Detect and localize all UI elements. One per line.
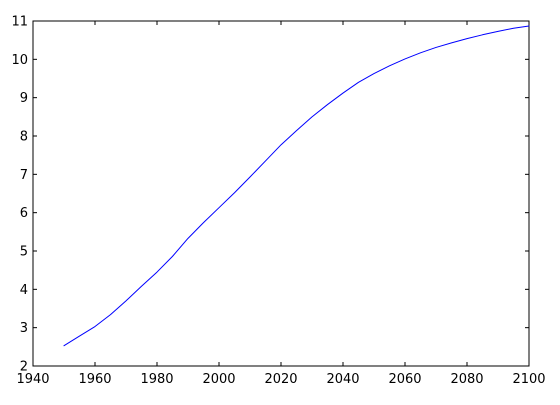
- y-tick-label-11: 11: [11, 15, 28, 30]
- y-tick-label-9: 9: [20, 91, 28, 106]
- series-layer: [63, 25, 530, 347]
- x-tick-label-1940: 1940: [16, 372, 49, 387]
- y-tick-label-5: 5: [20, 245, 28, 260]
- x-tick-label-1980: 1980: [140, 372, 173, 387]
- series-line-1: [63, 25, 530, 347]
- plot-frame: [32, 20, 530, 367]
- y-tick-label-2: 2: [20, 360, 28, 375]
- y-tick-label-10: 10: [11, 53, 28, 68]
- y-tick-label-8: 8: [20, 130, 28, 145]
- ticks-layer: [32, 20, 530, 367]
- x-tick-label-1960: 1960: [78, 372, 111, 387]
- x-tick-label-2020: 2020: [264, 372, 297, 387]
- y-tick-label-4: 4: [20, 283, 28, 298]
- plot-area: [32, 20, 530, 367]
- x-tick-label-2040: 2040: [326, 372, 359, 387]
- y-tick-label-7: 7: [20, 168, 28, 183]
- x-tick-label-2080: 2080: [450, 372, 483, 387]
- y-tick-label-6: 6: [20, 206, 28, 221]
- x-tick-label-2000: 2000: [202, 372, 235, 387]
- x-tick-label-2060: 2060: [388, 372, 421, 387]
- x-tick-label-2100: 2100: [512, 372, 545, 387]
- tick-labels-layer: 1940 1960 1980 2000 2020 2040 2060 2080 2100 2 3 4 5…: [11, 15, 545, 388]
- y-tick-label-3: 3: [20, 321, 28, 336]
